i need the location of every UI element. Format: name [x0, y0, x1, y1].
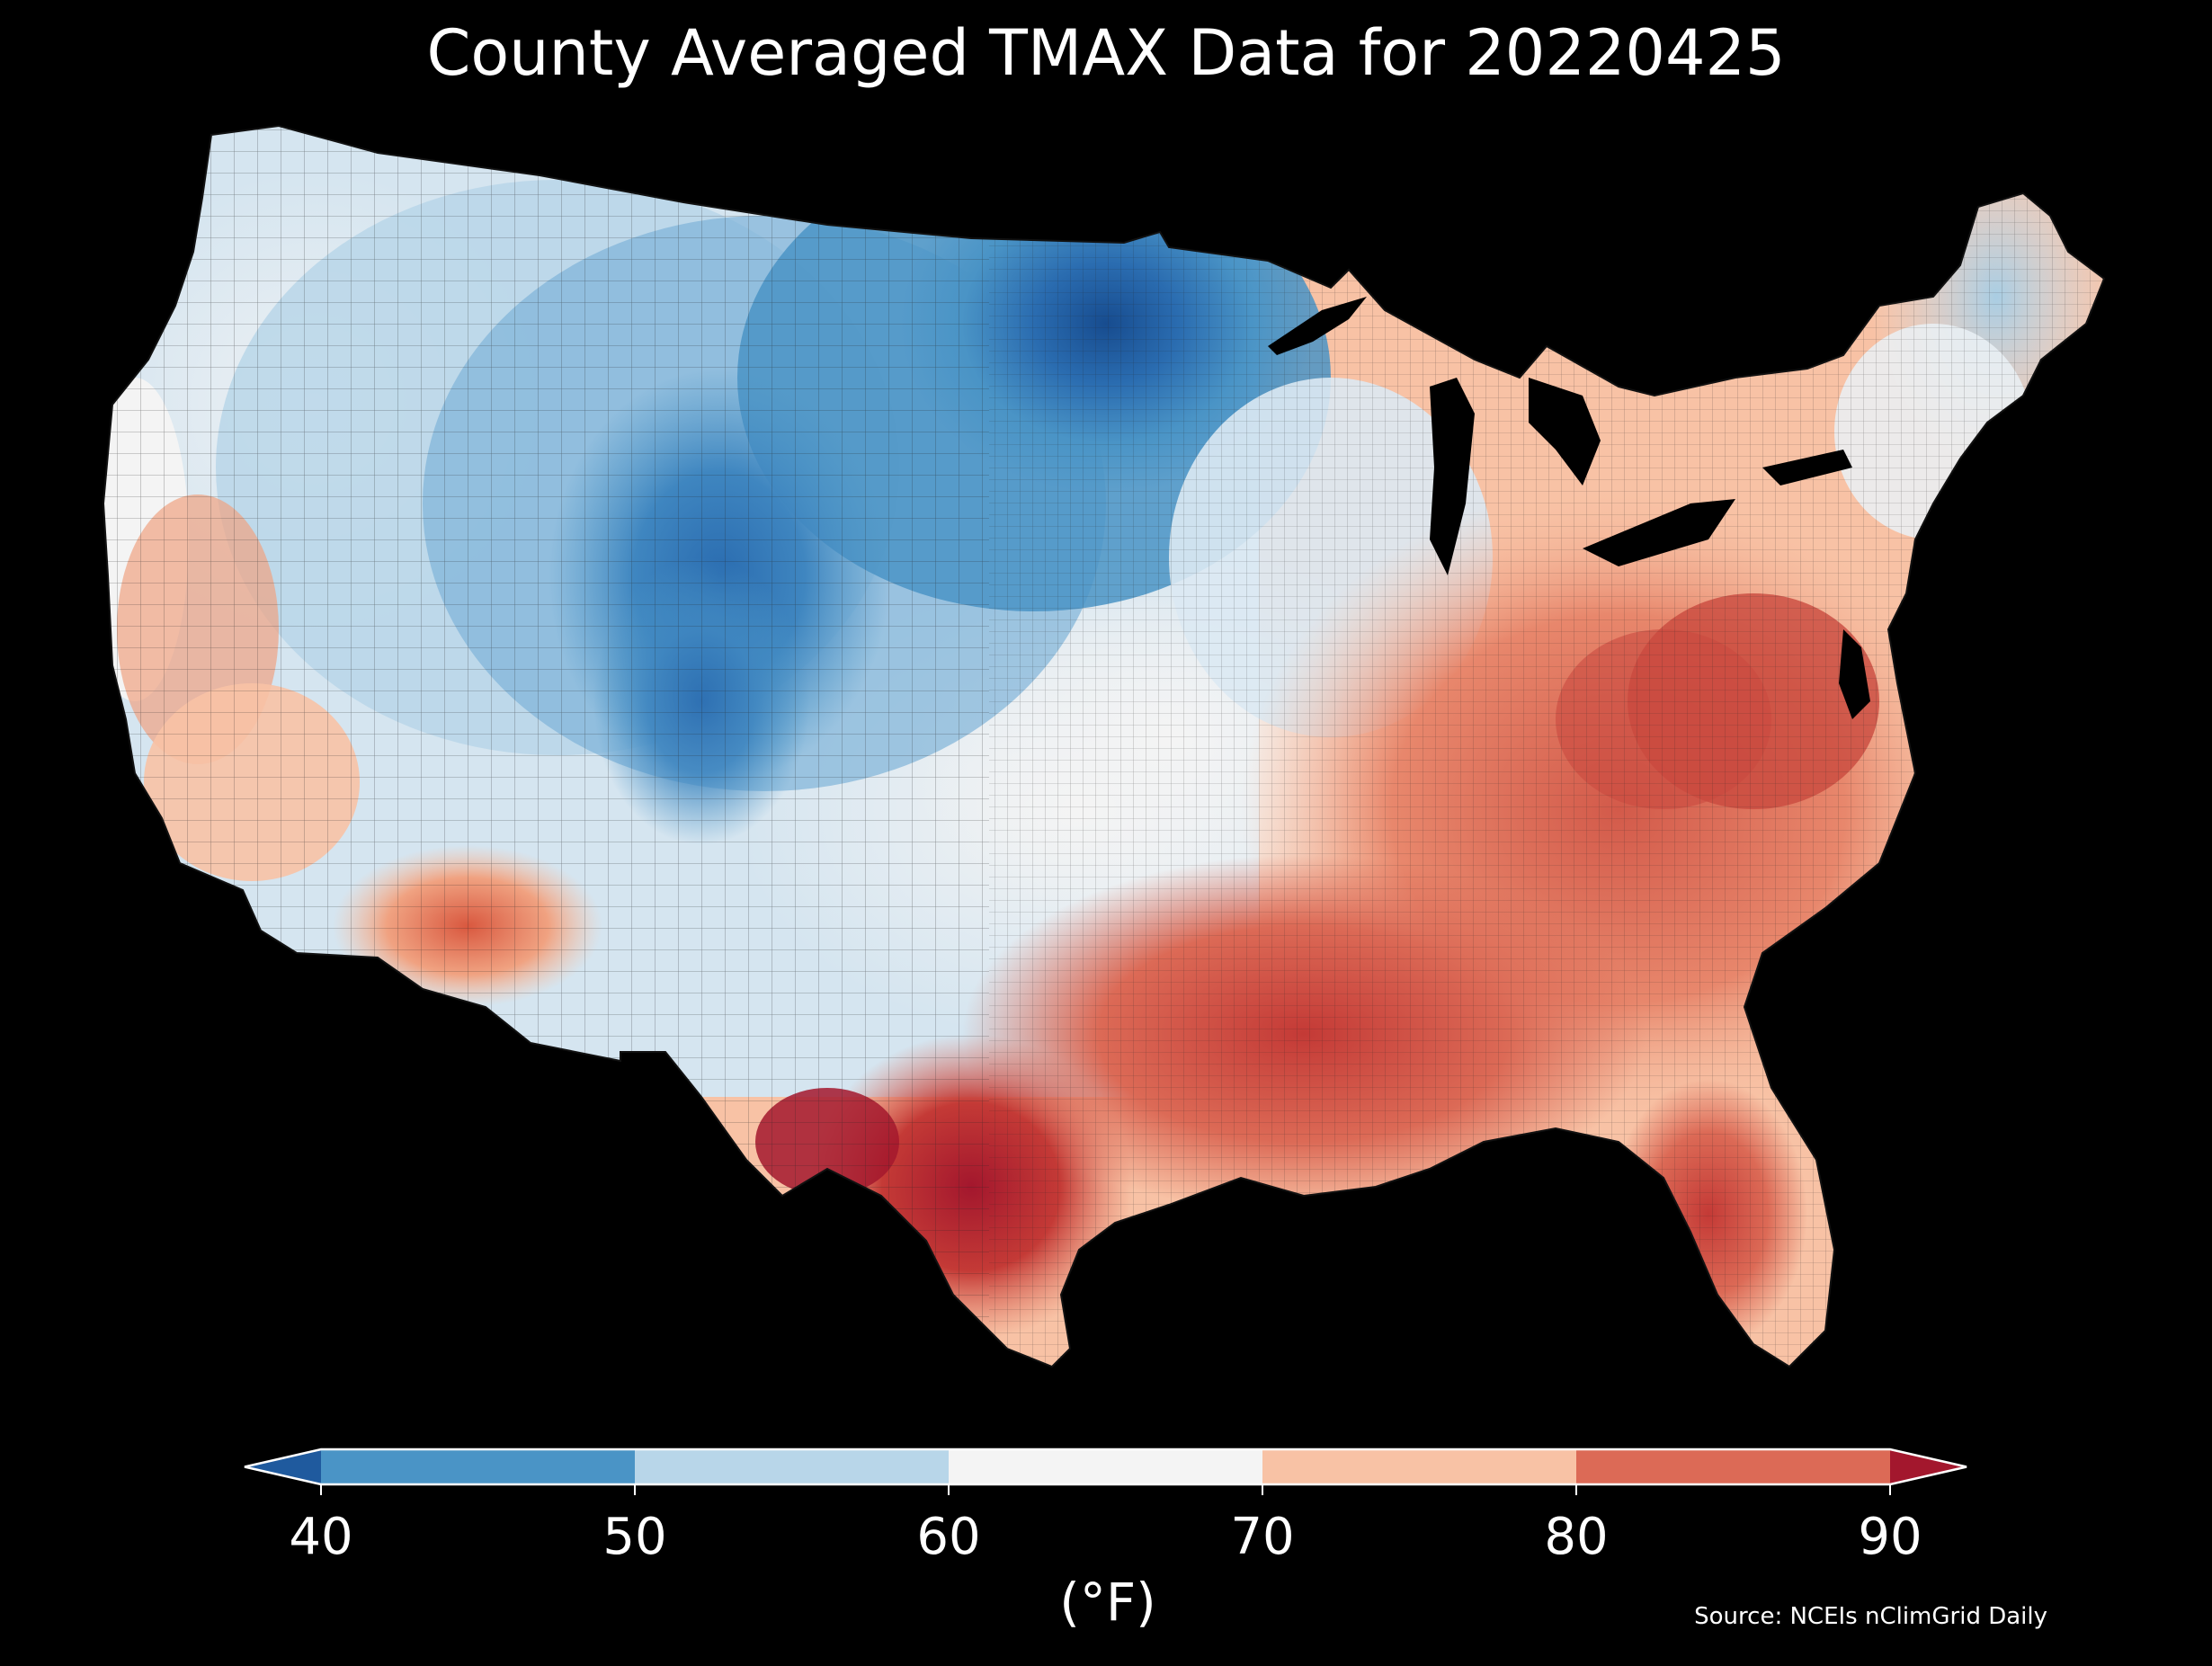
colorbar-bin-50-60: [635, 1449, 949, 1484]
source-credit: Source: NCEIs nClimGrid Daily: [1694, 1603, 2047, 1630]
great-lakes: [1268, 297, 1870, 719]
us-outline: [102, 124, 2106, 1368]
colorbar-extend-low: [245, 1449, 321, 1484]
colorbar-tick-90: 90: [1858, 1508, 1922, 1566]
colorbar-unit-label: (°F): [1059, 1572, 1156, 1633]
colorbar-bin-60-70: [949, 1449, 1262, 1484]
colorbar-tick-60: 60: [916, 1508, 981, 1566]
colorbar-tick-50: 50: [602, 1508, 667, 1566]
colorbar-bin-40-50: [321, 1449, 635, 1484]
colorbar-extend-high: [1890, 1449, 1967, 1484]
colorbar-bin-80-90: [1576, 1449, 1890, 1484]
colorbar-tick-80: 80: [1544, 1508, 1609, 1566]
colorbar-tick-40: 40: [289, 1508, 353, 1566]
map-title: County Averaged TMAX Data for 20220425: [426, 16, 1786, 90]
colorbar-tick-70: 70: [1230, 1508, 1295, 1566]
colorbar-bin-70-80: [1262, 1449, 1576, 1484]
